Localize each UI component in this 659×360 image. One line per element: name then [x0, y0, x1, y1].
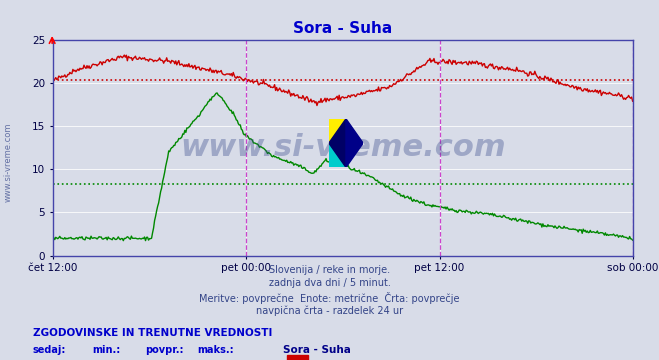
Polygon shape	[329, 119, 346, 167]
Polygon shape	[329, 119, 346, 143]
Title: Sora - Suha: Sora - Suha	[293, 21, 392, 36]
Polygon shape	[329, 143, 346, 167]
Text: Slovenija / reke in morje.: Slovenija / reke in morje.	[269, 265, 390, 275]
Text: ZGODOVINSKE IN TRENUTNE VREDNOSTI: ZGODOVINSKE IN TRENUTNE VREDNOSTI	[33, 328, 272, 338]
Text: navpična črta - razdelek 24 ur: navpična črta - razdelek 24 ur	[256, 306, 403, 316]
Text: Meritve: povprečne  Enote: metrične  Črta: povprečje: Meritve: povprečne Enote: metrične Črta:…	[199, 292, 460, 304]
Text: min.:: min.:	[92, 345, 121, 355]
Text: povpr.:: povpr.:	[145, 345, 183, 355]
Text: Sora - Suha: Sora - Suha	[283, 345, 351, 355]
Text: www.si-vreme.com: www.si-vreme.com	[3, 122, 13, 202]
Text: maks.:: maks.:	[198, 345, 235, 355]
Polygon shape	[346, 119, 363, 167]
Text: zadnja dva dni / 5 minut.: zadnja dva dni / 5 minut.	[269, 278, 390, 288]
Text: www.si-vreme.com: www.si-vreme.com	[180, 133, 505, 162]
Bar	[287, 355, 308, 360]
Text: sedaj:: sedaj:	[33, 345, 67, 355]
